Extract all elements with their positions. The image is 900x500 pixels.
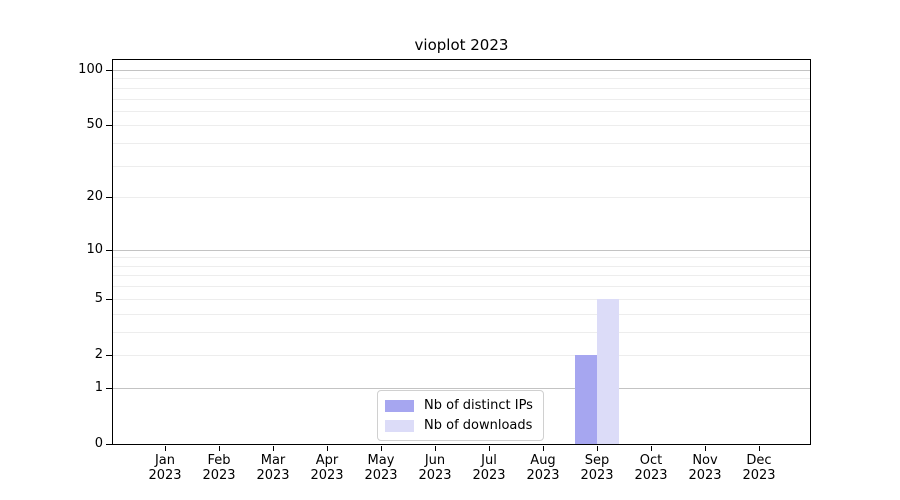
gridline-major-100 <box>113 70 810 71</box>
y-tick-2 <box>106 355 112 356</box>
x-tick-label-mar: Mar 2023 <box>243 453 303 483</box>
gridline-minor-80 <box>113 88 810 89</box>
gridline-minor-40 <box>113 143 810 144</box>
x-tick-month: Oct <box>639 453 663 468</box>
x-tick-label-jun: Jun 2023 <box>405 453 465 483</box>
x-tick-oct <box>651 446 652 451</box>
x-tick-month: May <box>367 453 395 468</box>
x-tick-mar <box>273 446 274 451</box>
x-tick-month: Jan <box>154 453 176 468</box>
x-tick-month: Nov <box>692 453 718 468</box>
x-tick-year: 2023 <box>688 468 722 483</box>
x-tick-year: 2023 <box>148 468 182 483</box>
x-tick-aug <box>543 446 544 451</box>
y-tick-20 <box>106 197 112 198</box>
x-tick-label-nov: Nov 2023 <box>675 453 735 483</box>
x-tick-year: 2023 <box>418 468 452 483</box>
legend: Nb of distinct IPs Nb of downloads <box>377 390 544 441</box>
y-tick-label-0: 0 <box>94 436 103 451</box>
legend-item-distinct-ips: Nb of distinct IPs <box>385 398 533 413</box>
chart-title: vioplot 2023 <box>414 36 509 54</box>
gridline-minor-7 <box>113 275 810 276</box>
gridline-minor-5 <box>113 299 810 300</box>
x-tick-month: Jun <box>424 453 446 468</box>
y-tick-100 <box>106 70 112 71</box>
gridline-major-1 <box>113 388 810 389</box>
gridline-minor-70 <box>113 99 810 100</box>
gridline-minor-50 <box>113 125 810 126</box>
x-tick-year: 2023 <box>256 468 290 483</box>
x-tick-month: Apr <box>315 453 339 468</box>
x-tick-label-jan: Jan 2023 <box>135 453 195 483</box>
y-tick-1 <box>106 388 112 389</box>
x-tick-month: Sep <box>584 453 610 468</box>
y-tick-10 <box>106 250 112 251</box>
x-tick-year: 2023 <box>526 468 560 483</box>
gridline-minor-6 <box>113 286 810 287</box>
gridline-minor-30 <box>113 166 810 167</box>
bar-downloads-sep <box>597 299 619 444</box>
legend-item-downloads: Nb of downloads <box>385 418 533 433</box>
x-tick-month: Aug <box>530 453 556 468</box>
x-tick-sep <box>597 446 598 451</box>
x-tick-label-aug: Aug 2023 <box>513 453 573 483</box>
plot-area: Nb of distinct IPs Nb of downloads <box>112 59 811 445</box>
x-tick-may <box>381 446 382 451</box>
x-tick-year: 2023 <box>472 468 506 483</box>
x-tick-jul <box>489 446 490 451</box>
gridline-major-10 <box>113 250 810 251</box>
x-tick-nov <box>705 446 706 451</box>
legend-label-downloads: Nb of downloads <box>424 418 533 433</box>
y-tick-label-1: 1 <box>94 380 103 395</box>
y-tick-50 <box>106 125 112 126</box>
gridline-minor-2 <box>113 355 810 356</box>
y-tick-label-10: 10 <box>86 242 103 257</box>
x-tick-year: 2023 <box>580 468 614 483</box>
x-tick-label-may: May 2023 <box>351 453 411 483</box>
x-tick-month: Feb <box>207 453 231 468</box>
y-tick-5 <box>106 299 112 300</box>
y-tick-label-100: 100 <box>78 62 103 77</box>
y-tick-label-5: 5 <box>94 291 103 306</box>
x-tick-year: 2023 <box>364 468 398 483</box>
x-tick-feb <box>219 446 220 451</box>
x-tick-year: 2023 <box>742 468 776 483</box>
gridline-minor-90 <box>113 78 810 79</box>
legend-swatch-distinct-ips <box>385 399 414 412</box>
x-tick-year: 2023 <box>202 468 236 483</box>
gridline-minor-60 <box>113 111 810 112</box>
gridline-minor-20 <box>113 197 810 198</box>
legend-swatch-downloads <box>385 419 414 432</box>
x-tick-month: Mar <box>260 453 286 468</box>
x-tick-year: 2023 <box>634 468 668 483</box>
y-tick-label-50: 50 <box>86 117 103 132</box>
x-tick-label-sep: Sep 2023 <box>567 453 627 483</box>
x-tick-jun <box>435 446 436 451</box>
x-tick-month: Dec <box>746 453 772 468</box>
x-tick-label-jul: Jul 2023 <box>459 453 519 483</box>
y-tick-label-2: 2 <box>94 347 103 362</box>
x-tick-year: 2023 <box>310 468 344 483</box>
legend-label-distinct-ips: Nb of distinct IPs <box>424 398 533 413</box>
gridline-minor-8 <box>113 266 810 267</box>
x-tick-month: Jul <box>481 453 497 468</box>
y-tick-0 <box>106 444 112 445</box>
gridline-minor-3 <box>113 332 810 333</box>
x-tick-jan <box>165 446 166 451</box>
x-tick-label-feb: Feb 2023 <box>189 453 249 483</box>
x-tick-dec <box>759 446 760 451</box>
gridline-minor-4 <box>113 314 810 315</box>
x-tick-label-apr: Apr 2023 <box>297 453 357 483</box>
x-tick-label-oct: Oct 2023 <box>621 453 681 483</box>
bar-distinct-ips-sep <box>575 355 597 444</box>
x-tick-apr <box>327 446 328 451</box>
x-tick-label-dec: Dec 2023 <box>729 453 789 483</box>
gridline-minor-9 <box>113 257 810 258</box>
y-tick-label-20: 20 <box>86 189 103 204</box>
